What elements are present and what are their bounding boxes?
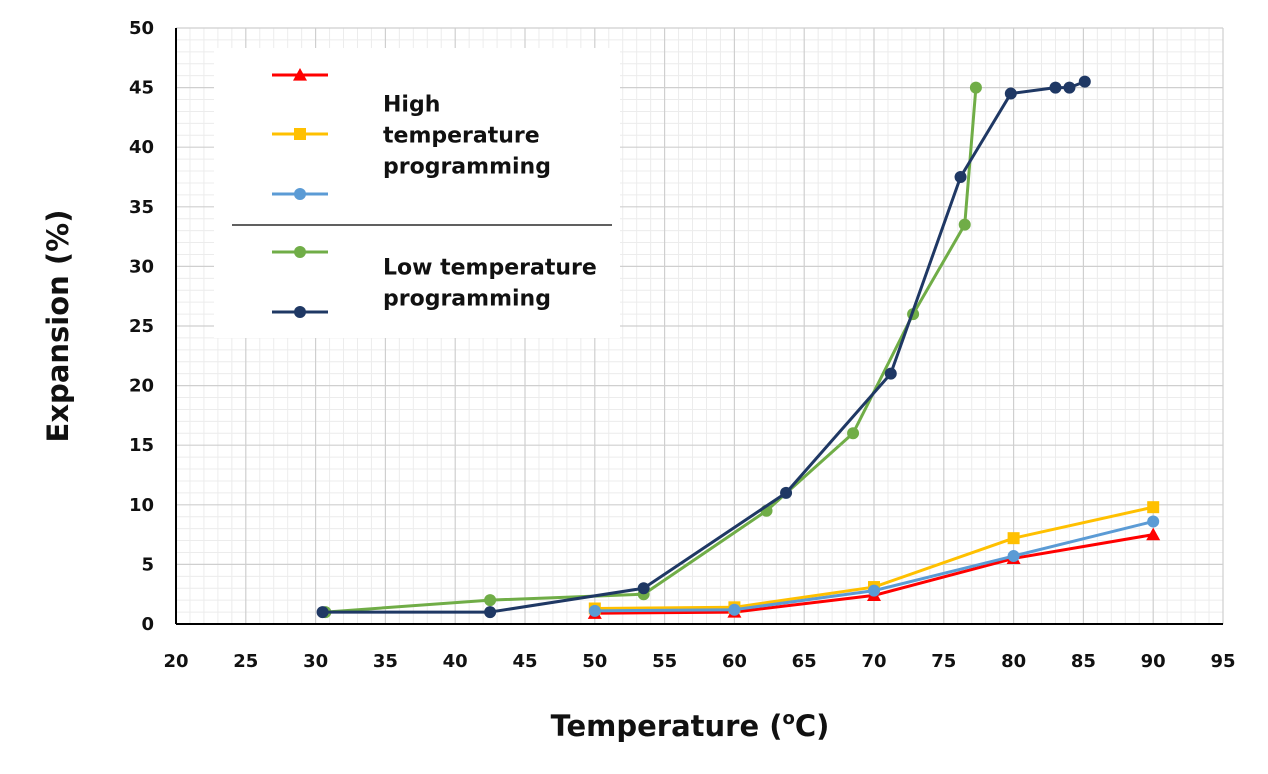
- legend-swatch-marker: [294, 128, 306, 140]
- legend-group-1-label: programming: [383, 155, 551, 180]
- legend-swatch-marker: [294, 306, 306, 318]
- y-tick-label: 50: [129, 18, 154, 39]
- series-5-point: [637, 582, 650, 595]
- series-layer: [316, 75, 1161, 619]
- legend-swatch-marker: [294, 188, 306, 200]
- series-5-point: [484, 606, 497, 619]
- y-tick-label: 25: [129, 316, 154, 337]
- series-3-point: [588, 604, 601, 617]
- series-5-point: [1049, 81, 1062, 94]
- x-axis-title-sup: o: [783, 708, 795, 729]
- legend-group-2-label: programming: [383, 287, 551, 312]
- y-tick-label: 10: [129, 495, 154, 516]
- series-5: [316, 75, 1091, 619]
- x-axis-title-prefix: Temperature (: [551, 709, 783, 743]
- x-tick-label: 35: [373, 651, 398, 672]
- x-axis-title: Temperature (oC): [551, 708, 830, 743]
- x-tick-label: 90: [1141, 651, 1166, 672]
- legend: High temperature programming Low temperatur…: [214, 48, 620, 338]
- series-4-point: [847, 427, 860, 440]
- y-tick-label: 45: [129, 78, 154, 99]
- y-tick-label: 15: [129, 435, 154, 456]
- y-tick-label: 0: [141, 614, 154, 635]
- y-tick-label: 35: [129, 197, 154, 218]
- series-5-point: [1063, 81, 1076, 94]
- x-tick-labels: 20 25 30 35 40 45 50 55 60 65 70 75 80 85 90 95: [163, 651, 1235, 672]
- y-tick-label: 30: [129, 256, 154, 277]
- legend-group-2-label: Low temperature: [383, 256, 597, 281]
- series-3: [588, 515, 1160, 617]
- series-5-point: [780, 486, 793, 499]
- series-5-line: [322, 80, 1086, 614]
- y-tick-label: 40: [129, 137, 154, 158]
- series-5-point: [884, 367, 897, 380]
- x-tick-label: 25: [233, 651, 258, 672]
- x-tick-label: 70: [861, 651, 886, 672]
- series-4-point: [484, 594, 497, 607]
- legend-swatch-marker: [294, 246, 306, 258]
- series-3-point: [868, 584, 880, 597]
- series-4-line: [325, 87, 978, 614]
- x-tick-label: 65: [792, 651, 817, 672]
- x-tick-label: 30: [303, 651, 328, 672]
- y-tick-label: 5: [141, 554, 154, 575]
- series-3-point: [1147, 515, 1160, 528]
- series-4-point: [958, 218, 971, 231]
- legend-swatch-marker: [293, 68, 307, 81]
- series-3-point: [1007, 550, 1020, 563]
- x-tick-label: 95: [1210, 651, 1235, 672]
- x-tick-label: 20: [163, 651, 188, 672]
- series-5-point: [954, 171, 967, 183]
- series-2-point: [1147, 501, 1160, 514]
- y-axis-title: Expansion (%): [41, 210, 75, 443]
- series-2-point: [1007, 532, 1020, 545]
- y-tick-label: 20: [129, 376, 154, 397]
- x-tick-label: 55: [652, 651, 677, 672]
- x-tick-label: 45: [512, 651, 537, 672]
- axes: [175, 28, 1223, 625]
- series-5-point: [1078, 75, 1091, 88]
- x-tick-label: 40: [443, 651, 468, 672]
- x-axis-title-suffix: C): [795, 709, 830, 743]
- y-tick-labels: 0 5 10 15 20 25 30 35 40 45 50: [129, 18, 154, 635]
- series-5-point: [1004, 87, 1017, 100]
- x-tick-label: 60: [722, 651, 747, 672]
- series-4-point: [969, 81, 982, 94]
- series-1-point: [1146, 527, 1161, 541]
- x-tick-label: 50: [582, 651, 607, 672]
- series-3-point: [728, 603, 741, 616]
- legend-group-1-label: High: [383, 93, 440, 118]
- x-tick-label: 80: [1001, 651, 1026, 672]
- x-tick-label: 75: [931, 651, 956, 672]
- x-tick-label: 85: [1071, 651, 1096, 672]
- series-5-point: [316, 606, 329, 619]
- legend-group-1-label: temperature: [383, 124, 540, 149]
